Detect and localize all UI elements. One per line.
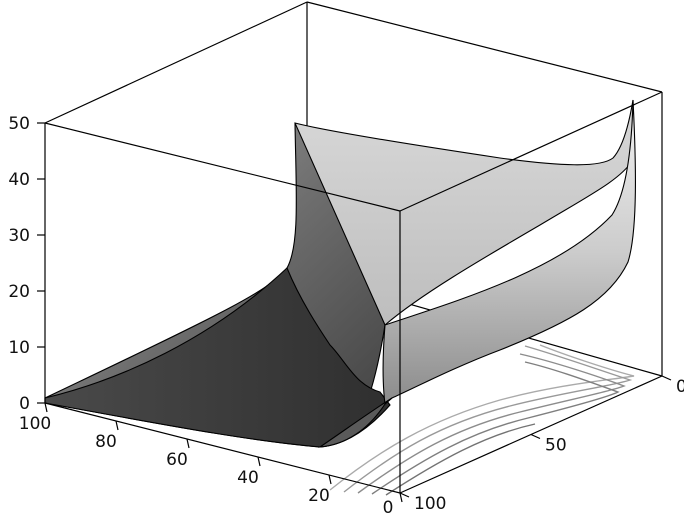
x-tick	[399, 492, 403, 503]
surface-front-lip	[317, 397, 393, 448]
contour-line	[329, 344, 635, 491]
x-axis: 100 80 60 40 20 0	[19, 402, 403, 518]
y-tick-label: 0	[676, 377, 684, 397]
x-tick-label: 20	[308, 486, 330, 506]
contour-line	[357, 353, 626, 494]
contour-line	[371, 361, 620, 495]
contour-line	[385, 423, 536, 496]
z-tick-label: 40	[8, 170, 30, 190]
z-tick-label: 0	[19, 394, 30, 414]
contour-line	[343, 345, 633, 493]
z-tick-label: 20	[8, 282, 30, 302]
y-tick	[661, 375, 672, 381]
y-tick	[399, 492, 410, 498]
x-tick	[257, 456, 261, 467]
x-tick-label: 60	[166, 450, 188, 470]
x-tick	[186, 438, 190, 449]
x-tick-label: 0	[383, 498, 394, 518]
axis-box-front	[44, 91, 663, 493]
x-tick-label: 80	[95, 432, 117, 452]
x-tick-label: 40	[237, 468, 259, 488]
z-tick-label: 10	[8, 338, 30, 358]
y-axis: 0 50 100	[399, 375, 684, 514]
x-tick-label: 100	[19, 414, 51, 434]
y-tick-label: 50	[545, 436, 567, 456]
x-tick	[115, 420, 119, 431]
y-tick-label: 100	[414, 494, 446, 514]
surface-right-face	[382, 99, 636, 406]
contour-projection	[329, 344, 635, 496]
z-tick-label: 30	[8, 226, 30, 246]
z-axis: 0 10 20 30 40 50	[8, 114, 45, 414]
surface	[44, 99, 636, 448]
z-tick-label: 50	[8, 114, 30, 134]
surface-floor-face	[44, 267, 391, 448]
y-tick	[530, 433, 541, 440]
x-tick	[328, 474, 332, 485]
x-tick	[44, 402, 48, 413]
